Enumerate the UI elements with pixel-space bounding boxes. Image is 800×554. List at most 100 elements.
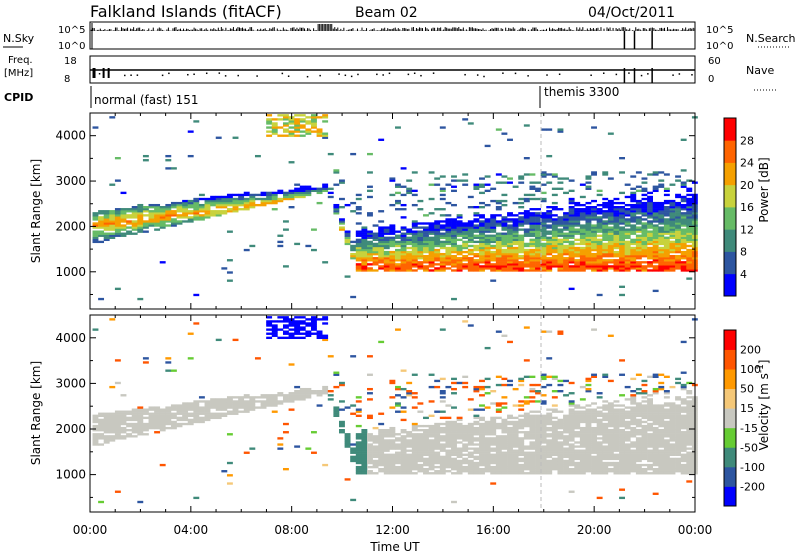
- velocity-cell: [607, 447, 614, 450]
- velocity-cell: [568, 408, 575, 411]
- power-cell: [226, 279, 233, 282]
- velocity-cell: [383, 443, 390, 446]
- velocity-cell: [103, 439, 110, 442]
- power-cell: [479, 244, 485, 248]
- power-cell: [658, 212, 665, 215]
- power-cell: [238, 199, 245, 203]
- power-cell: [484, 234, 491, 237]
- power-cell: [187, 201, 194, 205]
- velocity-cell: [103, 435, 110, 438]
- power-cell: [411, 222, 418, 225]
- velocity-cell: [663, 461, 670, 465]
- velocity-cell: [635, 433, 642, 436]
- velocity-cell: [484, 453, 491, 456]
- power-cell: [445, 183, 452, 186]
- power-cell: [613, 206, 620, 209]
- velocity-cell: [305, 396, 312, 399]
- velocity-cell: [624, 461, 631, 465]
- velocity-cell: [479, 424, 485, 428]
- power-cell: [467, 122, 474, 125]
- velocity-cell: [557, 433, 564, 436]
- velocity-cell: [619, 467, 625, 471]
- velocity-cell: [367, 465, 373, 469]
- velocity-cell: [473, 429, 480, 432]
- power-cell: [641, 236, 648, 239]
- velocity-cell: [585, 437, 592, 440]
- power-cell: [529, 212, 536, 215]
- power-cell: [266, 120, 273, 123]
- power-cell: [361, 263, 368, 266]
- power-cell: [675, 255, 682, 258]
- velocity-cell: [451, 459, 457, 463]
- power-cell: [182, 206, 189, 209]
- power-cell: [663, 261, 670, 264]
- power-cell: [635, 257, 642, 260]
- velocity-cell: [434, 457, 441, 461]
- velocity-cell: [501, 396, 508, 399]
- power-cell: [602, 236, 609, 239]
- power-cell: [686, 234, 693, 237]
- power-cell: [484, 226, 491, 229]
- velocity-cell: [428, 455, 435, 459]
- power-cell: [484, 228, 491, 231]
- power-cell: [456, 269, 463, 272]
- power-cell: [602, 216, 609, 219]
- power-cell: [529, 228, 536, 231]
- power-cell: [602, 242, 609, 246]
- velocity-cell: [238, 396, 245, 399]
- velocity-cell: [114, 359, 121, 362]
- velocity-cell: [484, 447, 491, 450]
- nave-dot: [205, 72, 208, 75]
- velocity-cell: [322, 316, 329, 319]
- power-cell: [613, 267, 620, 270]
- velocity-cell: [215, 404, 222, 407]
- velocity-cell: [423, 441, 429, 444]
- power-cell: [535, 242, 541, 246]
- power-cell: [686, 263, 693, 266]
- velocity-cell: [507, 420, 513, 424]
- velocity-cell: [535, 429, 541, 432]
- velocity-cell: [551, 457, 558, 461]
- velocity-cell: [400, 418, 407, 422]
- velocity-cell: [226, 406, 233, 409]
- velocity-cell: [417, 459, 424, 463]
- power-cell: [596, 234, 603, 237]
- velocity-cell: [635, 424, 642, 428]
- velocity-cell: [619, 404, 625, 407]
- velocity-cell: [467, 447, 474, 450]
- velocity-cell: [512, 426, 519, 430]
- velocity-cell: [557, 461, 564, 465]
- velocity-cell: [238, 400, 245, 403]
- velocity-cell: [473, 461, 480, 465]
- power-cell: [294, 193, 301, 197]
- velocity-cell: [423, 463, 429, 467]
- power-cell: [294, 128, 301, 131]
- power-cell: [535, 216, 541, 219]
- velocity-cell: [249, 447, 256, 450]
- power-cell: [170, 201, 177, 205]
- velocity-cell: [271, 330, 278, 333]
- power-cell: [462, 265, 469, 268]
- power-cell: [641, 261, 648, 264]
- power-cell: [131, 222, 138, 225]
- power-cell: [512, 238, 519, 242]
- velocity-cell: [103, 426, 110, 430]
- velocity-cell: [663, 459, 670, 463]
- freq-marks: [90, 68, 695, 83]
- velocity-cell: [176, 412, 183, 415]
- velocity-cell: [613, 467, 620, 471]
- velocity-cell: [501, 377, 508, 381]
- power-cell: [602, 246, 609, 250]
- velocity-cell: [411, 445, 418, 448]
- velocity-cell: [423, 472, 429, 475]
- velocity-cell: [647, 418, 654, 422]
- velocity-cell: [170, 414, 177, 417]
- velocity-cell: [591, 441, 597, 444]
- power-cell: [282, 118, 289, 121]
- velocity-cell: [484, 346, 491, 350]
- velocity-cell: [652, 418, 659, 422]
- power-cell: [613, 261, 620, 264]
- power-cell: [484, 224, 491, 227]
- velocity-cell: [400, 445, 407, 448]
- velocity-cell: [641, 457, 648, 461]
